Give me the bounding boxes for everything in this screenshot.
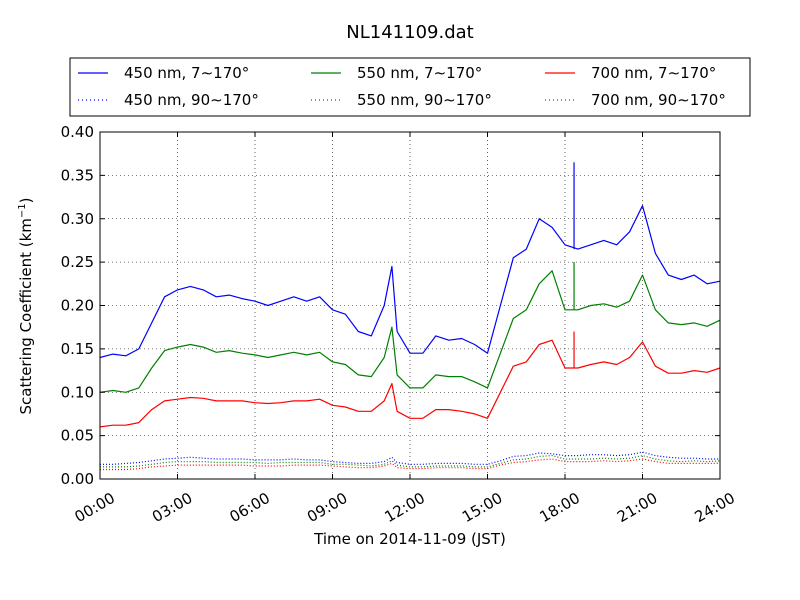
grid bbox=[100, 132, 720, 479]
legend: 450 nm, 7∼170° 450 nm, 90∼170° 550 nm, 7∼1… bbox=[69, 57, 751, 117]
x-tick-label: 21:00 bbox=[614, 489, 660, 526]
legend-box bbox=[69, 57, 751, 117]
x-tick-label: 18:00 bbox=[537, 489, 583, 526]
y-tick-label: 0.15 bbox=[61, 340, 94, 358]
y-tick-label: 0.10 bbox=[61, 383, 94, 401]
x-tick-label: 12:00 bbox=[382, 489, 428, 526]
x-tick-label: 15:00 bbox=[459, 489, 505, 526]
y-axis-label-superscript: −1 bbox=[17, 203, 28, 218]
legend-label: 700 nm, 7∼170° bbox=[591, 64, 716, 82]
y-tick-label: 0.30 bbox=[61, 210, 94, 228]
series-line-1 bbox=[100, 451, 720, 465]
y-axis-label: Scattering Coefficient (km−1) bbox=[17, 197, 35, 414]
chart-title: NL141109.dat bbox=[346, 22, 473, 43]
y-tick-label: 0.05 bbox=[61, 427, 94, 445]
series-line-5 bbox=[100, 458, 720, 471]
y-tick-label: 0.25 bbox=[61, 253, 94, 271]
y-axis-label-main: Scattering Coefficient (km bbox=[17, 218, 35, 414]
legend-label: 450 nm, 90∼170° bbox=[124, 91, 259, 109]
y-axis-label-close: ) bbox=[17, 197, 35, 203]
legend-label: 700 nm, 90∼170° bbox=[591, 91, 726, 109]
series-line-2 bbox=[99, 270, 721, 393]
y-tick-label: 0.40 bbox=[61, 123, 94, 141]
series-layer bbox=[99, 162, 721, 471]
series-line-3 bbox=[100, 455, 721, 468]
legend-label: 550 nm, 7∼170° bbox=[357, 64, 482, 82]
legend-label: 550 nm, 90∼170° bbox=[357, 91, 492, 109]
series-line-0 bbox=[99, 205, 721, 359]
y-tick-label: 0.35 bbox=[61, 166, 94, 184]
y-tick-label: 0.00 bbox=[61, 470, 94, 488]
x-tick-label: 24:00 bbox=[692, 489, 738, 526]
x-tick-label: 00:00 bbox=[72, 489, 118, 526]
x-axis-label: Time on 2014-11-09 (JST) bbox=[313, 530, 506, 548]
x-tick-label: 09:00 bbox=[304, 489, 350, 526]
y-tick-label: 0.20 bbox=[61, 297, 94, 315]
x-tick-label: 06:00 bbox=[227, 489, 273, 526]
series-line-4 bbox=[99, 339, 721, 428]
legend-label: 450 nm, 7∼170° bbox=[124, 64, 249, 82]
x-tick-label: 03:00 bbox=[149, 489, 195, 526]
